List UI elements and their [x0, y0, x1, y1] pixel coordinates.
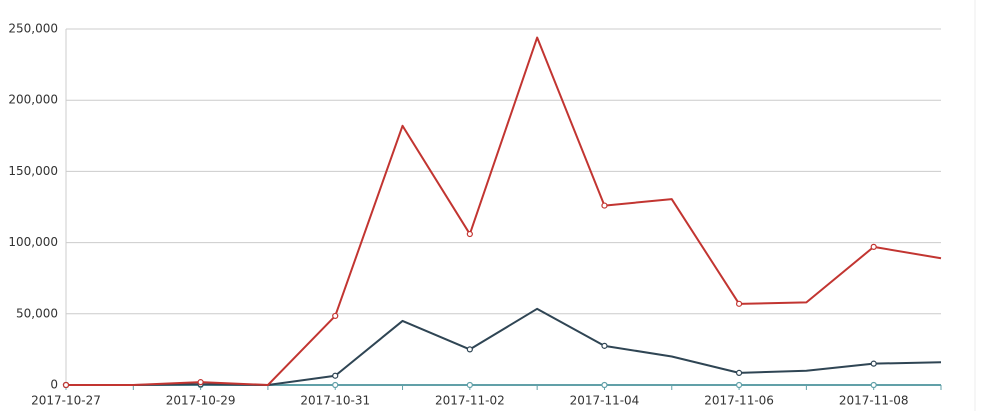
- y-tick-label: 0: [50, 378, 58, 392]
- point-marker: [735, 381, 743, 389]
- point-marker: [466, 381, 473, 389]
- point-marker: [870, 381, 877, 389]
- point-marker: [870, 360, 877, 367]
- x-tick-label: 2017-11-04: [570, 394, 640, 408]
- point-marker: [601, 202, 608, 209]
- point-marker: [332, 312, 339, 320]
- point-marker: [601, 342, 608, 349]
- point-marker: [197, 379, 204, 386]
- x-tick-label: 2017-11-06: [704, 394, 774, 408]
- point-marker: [870, 243, 877, 250]
- series-line: [66, 36, 942, 386]
- point-marker: [332, 372, 339, 379]
- x-tick-label: 2017-10-31: [300, 394, 370, 408]
- y-tick-label: 250,000: [8, 22, 58, 36]
- series-line: [66, 307, 942, 386]
- x-tick-label: 2017-11-08: [839, 394, 909, 408]
- point-marker: [62, 381, 70, 389]
- point-marker: [735, 300, 743, 307]
- point-marker: [466, 230, 473, 238]
- y-tick-label: 100,000: [8, 235, 58, 249]
- y-tick-label: 50,000: [16, 306, 58, 320]
- y-tick-label: 150,000: [8, 164, 58, 178]
- point-marker: [735, 369, 743, 376]
- y-tick-label: 200,000: [8, 93, 58, 107]
- point-marker: [601, 381, 608, 389]
- point-marker: [466, 346, 473, 353]
- point-marker: [332, 381, 339, 389]
- x-tick-label: 2017-11-02: [435, 394, 505, 408]
- x-tick-label: 2017-10-27: [31, 394, 101, 408]
- x-tick-label: 2017-10-29: [166, 394, 236, 408]
